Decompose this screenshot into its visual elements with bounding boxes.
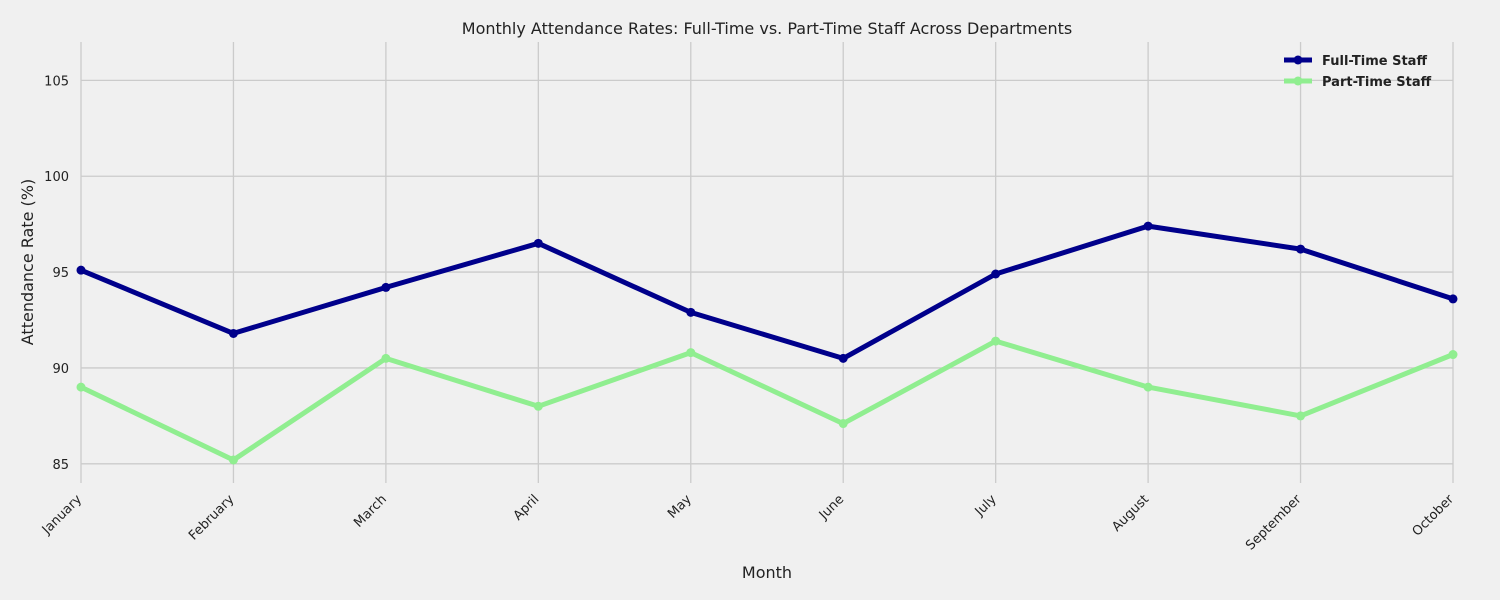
x-tick-label: May <box>665 492 695 522</box>
y-tick-label: 105 <box>44 74 69 89</box>
data-point <box>228 328 238 338</box>
data-point <box>1296 244 1306 254</box>
legend-marker-part-time <box>1293 76 1303 86</box>
chart-title: Monthly Attendance Rates: Full-Time vs. … <box>462 19 1072 38</box>
x-tick-label: January <box>39 492 85 538</box>
data-point <box>991 269 1001 279</box>
data-point <box>686 348 696 358</box>
tick-layer: 85 90 95 100 105 January February March April May… <box>39 74 1458 553</box>
series-line <box>78 338 1456 463</box>
y-tick-label: 95 <box>52 266 69 281</box>
legend-marker-full-time <box>1293 55 1303 65</box>
legend-item-part-time: Part-Time Staff <box>1284 75 1432 90</box>
data-point <box>76 265 86 275</box>
data-point <box>1143 221 1153 231</box>
series-line <box>78 223 1456 361</box>
data-point <box>1448 350 1458 360</box>
x-tick-label: August <box>1109 492 1152 535</box>
data-point <box>838 353 848 363</box>
x-tick-label: September <box>1243 492 1305 554</box>
x-tick-label: July <box>972 492 1000 520</box>
legend-label-full-time: Full-Time Staff <box>1322 54 1427 69</box>
data-point <box>533 238 543 248</box>
data-point <box>1143 382 1153 392</box>
data-point <box>686 307 696 317</box>
y-tick-label: 85 <box>52 458 69 473</box>
data-point <box>533 401 543 411</box>
legend-item-full-time: Full-Time Staff <box>1284 54 1427 69</box>
x-tick-label: June <box>816 492 847 523</box>
data-point <box>991 336 1001 346</box>
legend-label-part-time: Part-Time Staff <box>1322 75 1432 90</box>
y-axis-label: Attendance Rate (%) <box>18 179 37 345</box>
x-tick-label: February <box>186 492 238 544</box>
legend: Full-Time Staff Part-Time Staff <box>1284 54 1432 90</box>
x-tick-label: April <box>511 492 543 524</box>
y-tick-label: 100 <box>44 170 69 185</box>
data-point <box>76 382 86 392</box>
data-point <box>1296 411 1306 421</box>
x-tick-label: March <box>351 492 390 531</box>
y-tick-label: 90 <box>52 362 69 377</box>
series-layer <box>76 221 1458 465</box>
data-point <box>1448 294 1458 304</box>
data-point <box>381 353 391 363</box>
data-point <box>838 419 848 429</box>
data-point <box>381 282 391 292</box>
grid-layer <box>80 42 1454 483</box>
x-tick-label: October <box>1410 492 1458 540</box>
x-axis-label: Month <box>742 563 792 582</box>
data-point <box>228 455 238 465</box>
